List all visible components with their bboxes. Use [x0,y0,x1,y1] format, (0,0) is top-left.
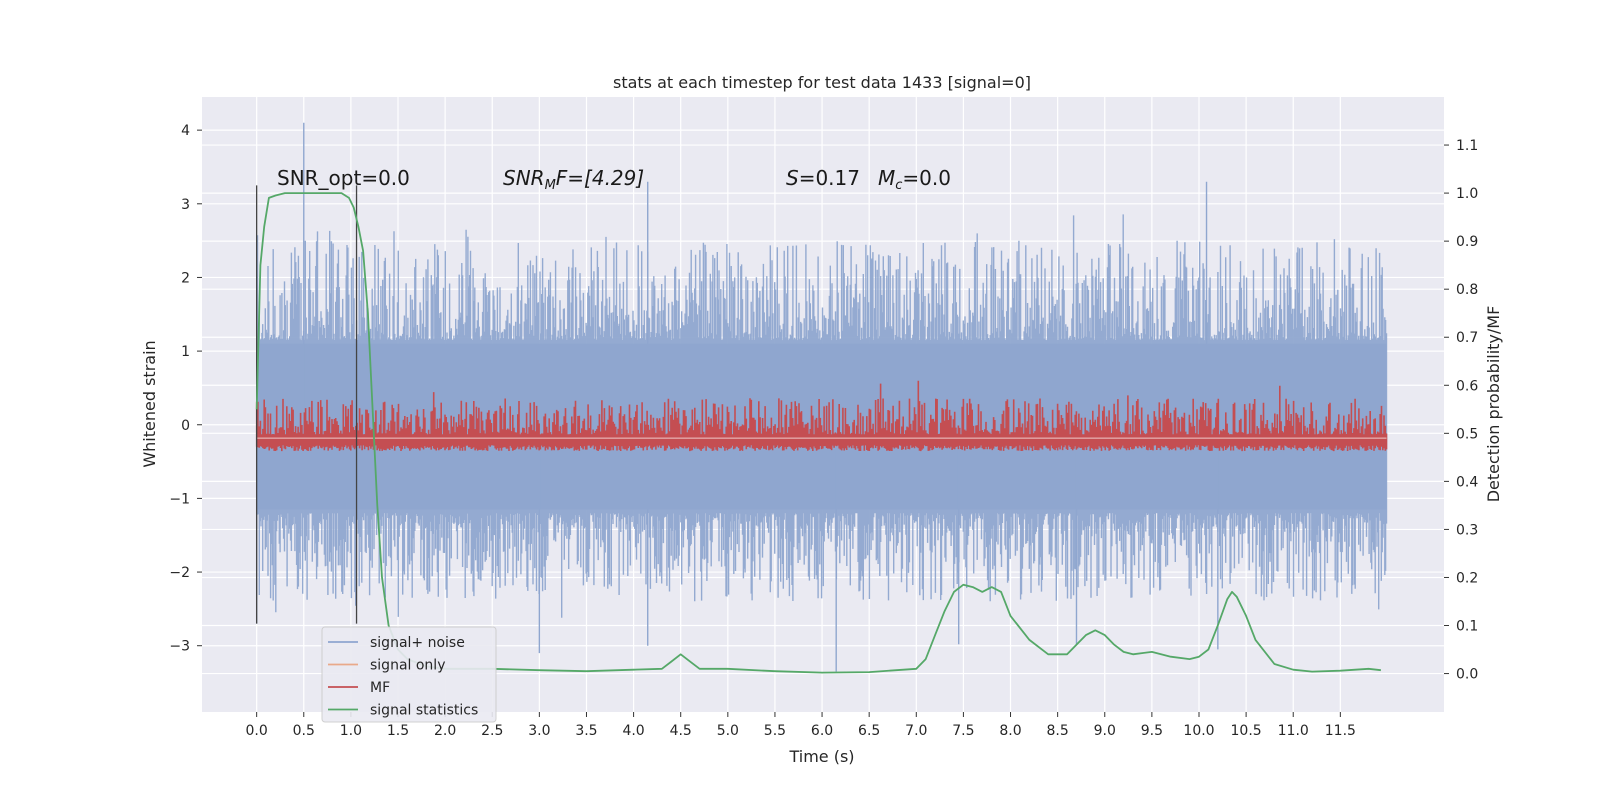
legend-label: MF [370,680,390,696]
x-tick-label: 8.5 [1047,723,1069,739]
y-tick-label: 1 [181,344,190,360]
y-axis-label: Whitened strain [140,340,159,467]
y2-tick-label: 0.2 [1456,570,1478,586]
y2-tick-label: 1.1 [1456,138,1478,154]
x-tick-label: 10.5 [1231,723,1262,739]
y-tick-labels: −3 −2 −1 0 1 2 3 4 [169,123,202,655]
y-tick-label: 2 [181,270,190,286]
legend: signal+ noise signal only MF signal statist… [321,626,497,723]
x-tick-label: 4.5 [670,723,692,739]
y-tick-label: 0 [181,418,190,434]
x-tick-label: 1.0 [340,723,362,739]
y2-tick-label: 0.8 [1456,282,1478,298]
y2-tick-label: 1.0 [1456,186,1478,202]
x-tick-label: 2.0 [434,723,456,739]
x-tick-label: 6.5 [858,723,880,739]
y-tick-label: −1 [169,491,190,507]
y2-tick-label: 0.5 [1456,426,1478,442]
x-tick-label: 0.0 [246,723,268,739]
x-axis-label: Time (s) [788,747,854,766]
signal-statistics-series [255,192,1382,674]
y-tick-label: −2 [169,565,190,581]
x-tick-label: 9.0 [1094,723,1116,739]
y2-tick-label: 0.7 [1456,330,1478,346]
annotation-snr-mf: SNRMF=[4.29] [503,166,644,193]
annotation-s-mc: S=0.17 Mc=0.0 [786,166,951,193]
x-tick-label: 11.0 [1278,723,1309,739]
x-tick-label: 8.0 [999,723,1021,739]
y2-tick-label: 0.9 [1456,234,1478,250]
x-tick-label: 0.5 [293,723,315,739]
x-tick-label: 11.5 [1325,723,1356,739]
signal-statistics-line [255,192,1382,674]
y2-tick-label: 0.1 [1456,619,1478,635]
x-tick-label: 9.5 [1141,723,1163,739]
legend-label: signal only [370,658,445,674]
x-tick-label: 7.5 [952,723,974,739]
y2-tick-labels: 0.0 0.1 0.2 0.3 0.4 0.5 0.6 0.7 0.8 0.9 1.0 1.1 [1444,138,1478,683]
y2-tick-label: 0.0 [1456,667,1478,683]
legend-label: signal+ noise [370,635,465,651]
x-tick-label: 4.0 [622,723,644,739]
y2-axis-label: Detection probability/MF [1484,306,1503,503]
legend-label: signal statistics [370,703,478,719]
annotation-snr-opt: SNR_opt=0.0 [277,166,410,190]
y2-tick-label: 0.4 [1456,474,1478,490]
x-tick-labels: 0.0 0.5 1.0 1.5 2.0 2.5 3.0 3.5 4.0 4.5 5.0 5.5 6.0 6… [246,712,1356,739]
chart-title: stats at each timestep for test data 143… [613,73,1031,92]
x-tick-label: 10.0 [1183,723,1214,739]
y-tick-label: 3 [181,197,190,213]
legend-box [321,626,497,723]
x-tick-label: 7.0 [905,723,927,739]
y-tick-label: 4 [181,123,190,139]
x-tick-label: 2.5 [481,723,503,739]
x-tick-label: 1.5 [387,723,409,739]
y-tick-label: −3 [169,639,190,655]
y2-tick-label: 0.6 [1456,378,1478,394]
x-tick-label: 5.5 [764,723,786,739]
x-tick-label: 5.0 [717,723,739,739]
x-tick-label: 3.5 [575,723,597,739]
x-tick-label: 6.0 [811,723,833,739]
x-tick-label: 3.0 [528,723,550,739]
y2-tick-label: 0.3 [1456,522,1478,538]
